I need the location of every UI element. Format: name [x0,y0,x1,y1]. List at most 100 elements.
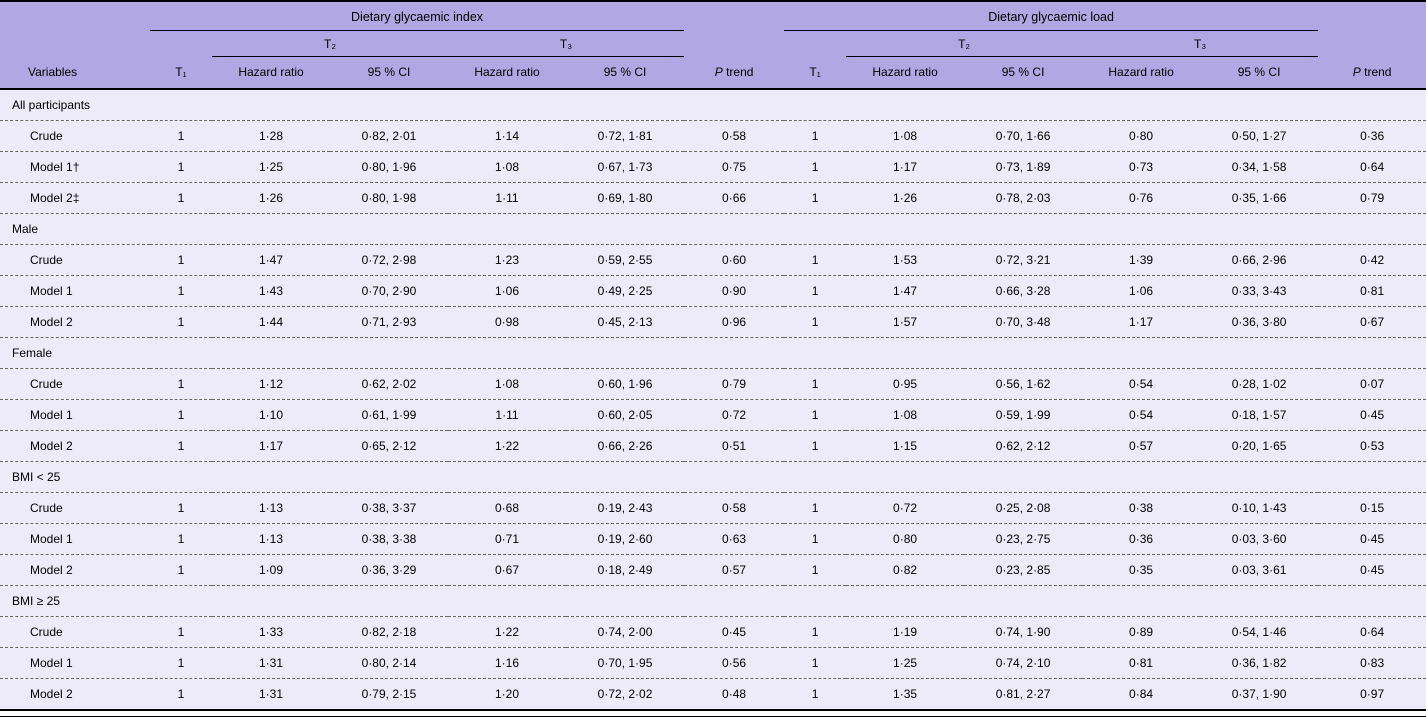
table-cell: 1 [784,430,847,462]
table-cell: 0·35, 1·66 [1200,182,1319,214]
table-cell: 0·53 [1318,430,1426,462]
table-body: All participants Crude 1 1·28 0·82, 2·01 1·14… [0,89,1426,710]
table-cell: 0·19, 2·43 [566,492,685,524]
table-cell: 1·20 [448,678,566,710]
table-cell: 0·72 [684,399,785,431]
table-cell: 1 [784,244,847,276]
row-label: Model 1 [0,647,150,679]
table-row: Model 1 1 1·31 0·80, 2·14 1·16 0·70, 1·95 0·56… [0,647,1426,679]
row-label: Model 2‡ [0,182,150,214]
table-cell: 0·76 [1082,182,1201,214]
table-cell: 0·60 [684,244,785,276]
table-cell: 0·70, 1·95 [566,647,685,679]
table-cell: 1 [150,647,212,679]
table-cell: 1 [150,182,212,214]
table-cell: 0·74, 2·00 [566,616,685,648]
table-cell: 0·95 [846,368,965,400]
header-spacer [150,30,212,57]
table-cell: 0·36 [1318,120,1426,152]
table-cell: 0·68 [448,492,566,524]
row-label: Crude [0,368,150,400]
table-cell: 1·26 [846,182,965,214]
table-cell: 1·39 [1082,244,1201,276]
table-cell: 0·63 [684,523,785,555]
table-cell: 0·36, 3·29 [330,554,448,586]
table-row: Crude 1 1·13 0·38, 3·37 0·68 0·19, 2·43 0·58 1 0… [0,492,1426,524]
table-row: Model 1 1 1·43 0·70, 2·90 1·06 0·49, 2·25 0·90… [0,275,1426,307]
table-cell: 0·98 [448,306,566,338]
table-cell: 0·45 [1318,399,1426,431]
table-row: Model 2 1 1·31 0·79, 2·15 1·20 0·72, 2·02 0·48… [0,678,1426,710]
table-cell: 1 [784,523,847,555]
table-cell: 0·70, 1·66 [964,120,1083,152]
table-cell: 0·45 [1318,523,1426,555]
table-cell: 0·89 [1082,616,1201,648]
tertile-header-t2-gl: T₂ [846,30,1083,57]
table-cell: 1·53 [846,244,965,276]
table-row: Model 1 1 1·10 0·61, 1·99 1·11 0·60, 2·05 0·72… [0,399,1426,431]
table-cell: 1·08 [846,399,965,431]
table-cell: 0·36, 3·80 [1200,306,1319,338]
table-cell: 0·72 [846,492,965,524]
row-label: Model 2 [0,306,150,338]
table-cell: 1 [784,554,847,586]
table-cell: 1 [784,399,847,431]
row-label: Model 1† [0,151,150,183]
table-cell: 1 [150,368,212,400]
table-cell: 1 [150,399,212,431]
table-cell: 0·64 [1318,151,1426,183]
table-cell: 0·83 [1318,647,1426,679]
table-cell: 1 [784,647,847,679]
table-cell: 0·45 [1318,554,1426,586]
table-cell: 0·80, 1·98 [330,182,448,214]
col-header-t1-gi: T₁ [150,56,212,90]
table-cell: 1 [150,120,212,152]
table-cell: 1·08 [846,120,965,152]
section-title: BMI < 25 [0,461,1426,493]
table-cell: 0·71, 2·93 [330,306,448,338]
section-header-row: BMI < 25 [0,461,1426,493]
table-cell: 0·80, 2·14 [330,647,448,679]
table-cell: 0·79, 2·15 [330,678,448,710]
table-cell: 0·90 [684,275,785,307]
table-cell: 1·12 [212,368,330,400]
table-cell: 1·10 [212,399,330,431]
row-label: Crude [0,244,150,276]
table-cell: 0·80, 1·96 [330,151,448,183]
table-cell: 0·57 [684,554,785,586]
table-cell: 1·28 [212,120,330,152]
column-header-row: Variables T₁ Hazard ratio 95 % CI Hazard… [0,56,1426,90]
table-cell: 1·22 [448,430,566,462]
col-header-variables: Variables [0,56,150,90]
table-cell: 0·54 [1082,399,1201,431]
table-cell: 1·15 [846,430,965,462]
table-cell: 1 [784,275,847,307]
table-cell: 0·38, 3·37 [330,492,448,524]
table-cell: 1 [150,306,212,338]
col-header-hazard-ratio-t3-gi: Hazard ratio [448,56,566,90]
table-cell: 0·66, 2·26 [566,430,685,462]
table-cell: 0·74, 1·90 [964,616,1083,648]
table-cell: 0·58 [684,120,785,152]
table-cell: 0·62, 2·12 [964,430,1083,462]
row-label: Model 1 [0,275,150,307]
table-cell: 1·22 [448,616,566,648]
table-cell: 1·26 [212,182,330,214]
table-cell: 0·23, 2·75 [964,523,1083,555]
table-cell: 1·08 [448,368,566,400]
table-cell: 1·57 [846,306,965,338]
table-cell: 0·74, 2·10 [964,647,1083,679]
table-cell: 1 [784,182,847,214]
table-cell: 0·19, 2·60 [566,523,685,555]
table-cell: 0·57 [1082,430,1201,462]
row-label: Model 2 [0,554,150,586]
table-cell: 1·16 [448,647,566,679]
table-cell: 1·35 [846,678,965,710]
table-cell: 0·51 [684,430,785,462]
table-cell: 0·20, 1·65 [1200,430,1319,462]
table-row: Model 1† 1 1·25 0·80, 1·96 1·08 0·67, 1·73 0·7… [0,151,1426,183]
table-cell: 0·97 [1318,678,1426,710]
table-row: Model 2 1 1·44 0·71, 2·93 0·98 0·45, 2·13 0·96… [0,306,1426,338]
col-header-ci-t3-gi: 95 % CI [566,56,685,90]
